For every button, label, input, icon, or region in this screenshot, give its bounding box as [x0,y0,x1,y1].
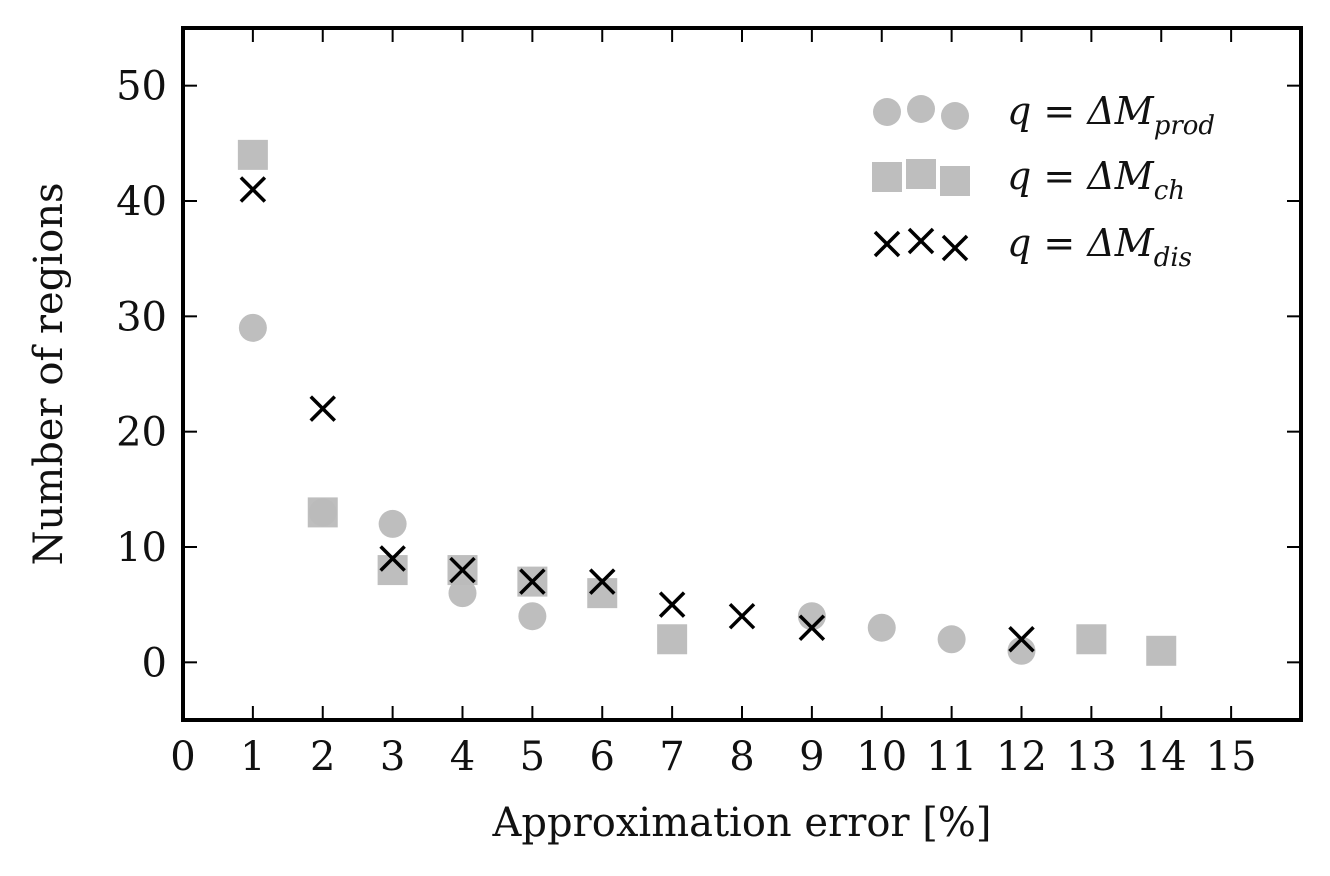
legend-marker-ch [906,159,936,189]
legend-marker-dis [941,234,969,262]
x-tick-label: 10 [856,734,907,780]
series-prod [238,313,1036,665]
legend-marker-prod [873,98,901,126]
data-point-dis-8 [798,614,826,641]
data-point-ch-6 [657,624,688,655]
data-point-prod-7 [937,625,966,654]
x-tick-label: 14 [1136,734,1187,780]
y-tick-label: 20 [116,410,167,456]
data-point-prod-0 [238,313,267,342]
data-point-prod-4 [518,602,547,631]
x-tick-label: 8 [729,734,754,780]
x-tick-label: 2 [310,734,335,780]
legend-label-prod: q = ΔMprod [1007,89,1215,141]
y-tick-label: 50 [116,64,167,110]
legend-marker-ch [940,166,970,196]
x-tick-label: 15 [1206,734,1257,780]
legend-marker-dis [873,230,901,258]
legend-label-ch: q = ΔMch [1007,154,1185,206]
data-point-ch-0 [237,139,268,170]
data-point-ch-8 [1146,635,1177,666]
data-point-prod-2 [378,509,407,538]
data-point-ch-1 [307,497,338,528]
x-tick-label: 9 [799,734,824,780]
data-point-ch-7 [1076,624,1107,655]
legend-entry-prod: q = ΔMprod [873,89,1215,141]
y-tick-label: 0 [142,640,167,686]
x-tick-label: 5 [520,734,545,780]
x-tick-label: 11 [926,734,977,780]
x-tick-label: 0 [170,734,195,780]
x-tick-label: 6 [590,734,615,780]
x-tick-label: 12 [996,734,1047,780]
y-tick-label: 30 [116,294,167,340]
y-axis-title: Number of regions [26,183,72,566]
data-point-prod-3 [448,579,477,608]
y-tick-label: 10 [116,525,167,571]
data-point-dis-6 [658,591,686,618]
data-point-prod-6 [867,613,896,642]
legend-marker-ch [872,162,902,192]
x-tick-label: 13 [1066,734,1117,780]
data-point-dis-7 [728,602,756,630]
x-tick-label: 1 [240,734,265,780]
legend-marker-dis [907,227,935,255]
x-tick-label: 7 [659,734,684,780]
legend-marker-prod [907,95,935,123]
data-point-dis-1 [309,395,336,422]
series-ch [237,139,1177,666]
legend: q = ΔMprod q = ΔMch q = ΔMdis [872,89,1215,273]
x-axis-title: Approximation error [%] [492,800,992,846]
data-point-dis-3 [449,556,476,584]
plot-marks [237,139,1177,666]
series-dis [239,176,1035,653]
data-point-dis-0 [239,176,267,203]
legend-label-dis: q = ΔMdis [1007,221,1192,273]
data-point-dis-2 [379,545,406,572]
y-tick-label: 40 [116,179,167,225]
legend-entry-dis: q = ΔMdis [873,221,1192,273]
legend-entry-ch: q = ΔMch [872,154,1185,206]
legend-marker-prod [941,102,969,130]
data-point-dis-9 [1008,626,1035,653]
data-point-dis-4 [519,568,546,595]
data-point-dis-5 [589,568,616,595]
x-tick-label: 3 [380,734,405,780]
x-tick-label: 4 [450,734,475,780]
